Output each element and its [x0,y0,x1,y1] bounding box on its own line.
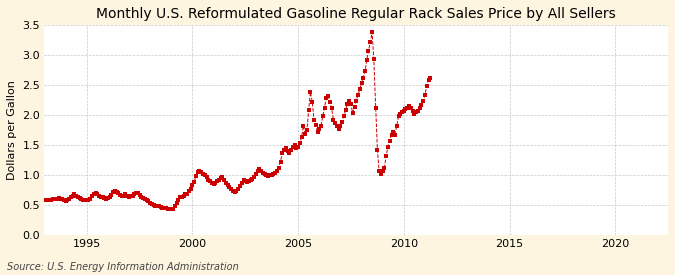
Text: Source: U.S. Energy Information Administration: Source: U.S. Energy Information Administ… [7,262,238,272]
Y-axis label: Dollars per Gallon: Dollars per Gallon [7,80,17,180]
Title: Monthly U.S. Reformulated Gasoline Regular Rack Sales Price by All Sellers: Monthly U.S. Reformulated Gasoline Regul… [97,7,616,21]
